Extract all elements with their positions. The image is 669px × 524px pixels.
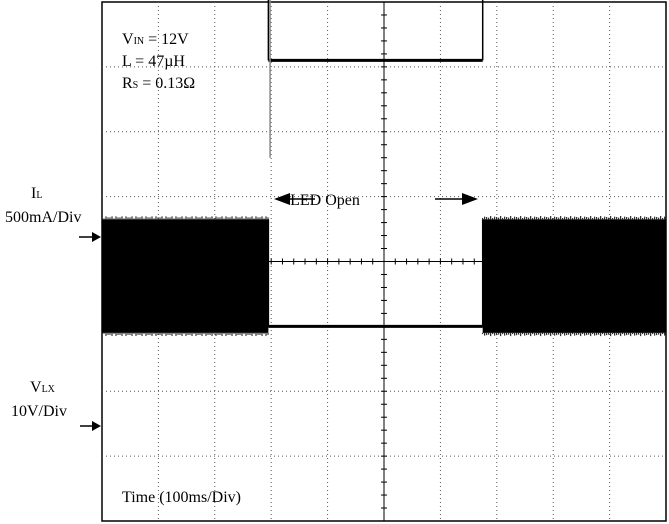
vlx-ground-marker: [80, 421, 101, 431]
trace-noise: [101, 216, 269, 336]
il-channel-label: IL: [31, 185, 42, 202]
x-axis-label: Time (100ms/Div): [122, 489, 241, 506]
vlx-channel-label: VLX: [30, 379, 56, 396]
il-ground-marker: [79, 232, 101, 242]
trace-noise: [482, 216, 666, 337]
annotation-led-open: LED Open: [290, 192, 360, 209]
annotations: VIN = 12V L = 47µH RS = 0.13Ω LED Open I…: [5, 31, 478, 506]
traces: [101, 0, 666, 337]
il-scale-label: 500mA/Div: [5, 209, 81, 226]
condition-rs: RS = 0.13Ω: [122, 75, 195, 92]
trace-band: [482, 219, 666, 333]
trace-band: [102, 219, 269, 333]
annotation-right-arrow: [435, 193, 478, 205]
trace-vlx: [101, 216, 666, 337]
condition-vin: VIN = 12V: [122, 31, 189, 48]
trace-il: [267, 0, 484, 158]
condition-inductance: L = 47µH: [122, 53, 185, 70]
vlx-scale-label: 10V/Div: [11, 403, 67, 420]
grid: [101, 1, 667, 522]
annotation-left-arrow: [274, 193, 315, 205]
